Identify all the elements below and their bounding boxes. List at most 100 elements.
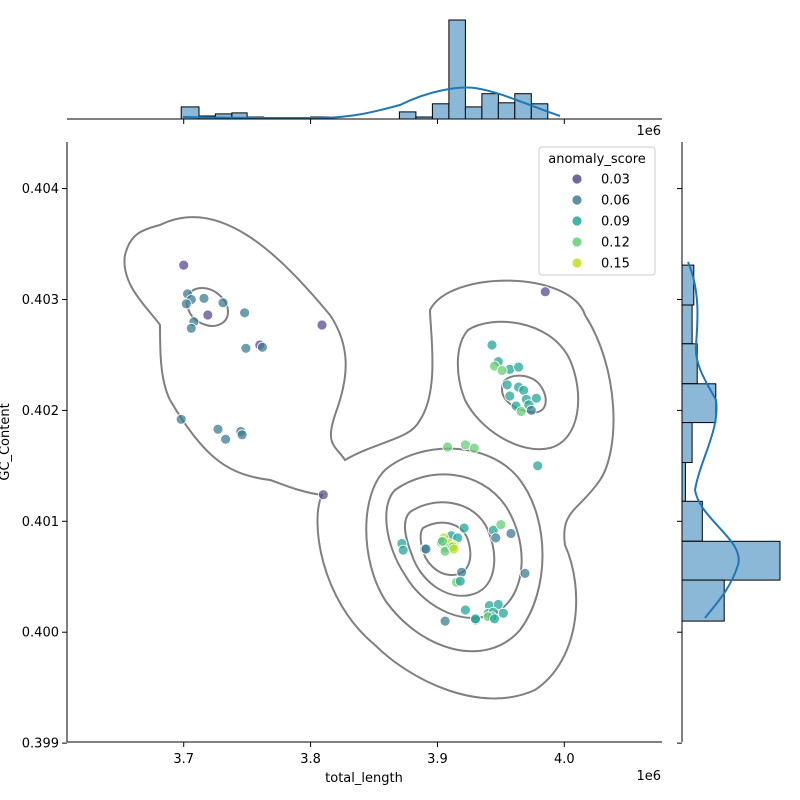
scatter-point (442, 441, 454, 453)
legend-label: 0.15 (601, 257, 630, 272)
top-histogram-bar (514, 93, 532, 120)
right-kde-line (687, 261, 740, 619)
scatter-point (317, 489, 329, 501)
right-histogram-bar (681, 540, 781, 581)
x-tick-label: 3.8 (300, 752, 321, 767)
scatter-point (539, 286, 551, 298)
x-offset-label-bottom: 1e6 (636, 769, 661, 784)
scatter-point (518, 384, 530, 396)
top-histogram-bars (180, 19, 549, 120)
scatter-point (439, 615, 451, 627)
scatter-point (513, 361, 524, 373)
legend-marker (571, 257, 583, 269)
scatter-point (256, 341, 268, 353)
scatter-point (217, 297, 229, 309)
legend-title: anomaly_score (548, 152, 646, 167)
y-axis-title: GC_Content (0, 403, 13, 480)
scatter-point (486, 339, 498, 351)
scatter-point (220, 433, 232, 445)
scatter-points (175, 259, 551, 627)
scatter-point (239, 307, 251, 319)
scatter-point (185, 322, 197, 334)
scatter-point (495, 519, 507, 530)
scatter-point (236, 429, 248, 441)
scatter-point (501, 379, 513, 391)
scatter-point (497, 607, 509, 619)
top-histogram-bar (431, 103, 450, 120)
right-ticks (677, 188, 682, 744)
top-histogram-bar (398, 111, 417, 120)
top-histogram-bar (481, 93, 499, 120)
scatter-point (437, 535, 448, 547)
x-tick-label: 4.0 (554, 752, 575, 767)
legend-label: 0.03 (601, 173, 630, 188)
top-histogram-bar (497, 102, 516, 120)
scatter-point (397, 544, 409, 556)
legend-marker (571, 173, 583, 185)
legend: anomaly_score 0.03 0.06 0.09 0.12 0.15 (538, 146, 656, 276)
scatter-point (490, 532, 502, 544)
scatter-point (504, 390, 516, 402)
right-marginal-histogram (677, 142, 781, 744)
y-tick-label: 0.400 (22, 626, 59, 641)
y-tick-label: 0.403 (22, 293, 59, 308)
contour-lower-1 (365, 447, 544, 653)
scatter-point (458, 522, 470, 534)
scatter-point (202, 309, 214, 321)
y-tick-label: 0.401 (22, 515, 59, 530)
x-ticks: 3.7 3.8 3.9 4.0 (173, 742, 575, 767)
scatter-point (496, 365, 508, 376)
contour-right-outer (456, 320, 580, 451)
top-histogram-bar (448, 19, 466, 120)
legend-label: 0.06 (601, 194, 630, 209)
legend-label: 0.09 (601, 215, 630, 230)
scatter-point (456, 566, 468, 578)
scatter-point (316, 319, 328, 331)
right-histogram-bar (681, 304, 693, 345)
scatter-point (448, 543, 460, 555)
scatter-point (198, 292, 210, 304)
scatter-point (470, 613, 481, 625)
legend-items: 0.03 0.06 0.09 0.12 0.15 (571, 173, 630, 272)
scatter-point (489, 613, 500, 625)
scatter-plot: 3.7 3.8 3.9 4.0 0.3990.4000.4010.4020.4030.… (0, 142, 662, 786)
scatter-point (180, 298, 192, 310)
legend-marker (571, 215, 583, 227)
main-axes: 3.7 3.8 3.9 4.0 0.3990.4000.4010.4020.4030.… (0, 142, 662, 786)
scatter-point (175, 413, 187, 425)
contour-lower-3 (404, 501, 496, 597)
scatter-point (468, 442, 480, 454)
scatter-point (178, 259, 190, 271)
top-marginal-histogram: 1e6 (67, 19, 662, 139)
right-histogram-bar (681, 462, 686, 502)
y-tick-label: 0.402 (22, 404, 59, 419)
right-histogram-bar (681, 500, 703, 542)
legend-marker (571, 236, 583, 248)
scatter-point (531, 392, 542, 404)
scatter-point (532, 460, 544, 472)
x-axis-title: total_length (325, 771, 403, 786)
right-histogram-bar (681, 579, 725, 622)
top-histogram-bar (464, 106, 483, 120)
x-offset-label-top: 1e6 (636, 124, 661, 139)
scatter-point (515, 406, 527, 417)
legend-label: 0.12 (601, 236, 630, 251)
legend-marker (571, 194, 583, 206)
kde-contours (123, 216, 615, 700)
scatter-point (459, 604, 471, 616)
top-ticks (183, 119, 565, 124)
contour-outer-left (123, 216, 615, 700)
scatter-point (519, 568, 531, 579)
scatter-point (492, 599, 504, 610)
y-ticks: 0.399 0.400 0.401 0.402 0.403 0.404 (22, 182, 67, 752)
scatter-point (212, 423, 224, 435)
scatter-point (420, 543, 432, 555)
scatter-point (505, 528, 517, 539)
scatter-point (454, 575, 466, 587)
scatter-point (240, 342, 252, 354)
y-tick-label: 0.404 (22, 182, 59, 197)
x-tick-label: 3.7 (173, 752, 194, 767)
right-histogram-bar (681, 422, 693, 464)
y-tick-label: 0.399 (22, 737, 59, 752)
